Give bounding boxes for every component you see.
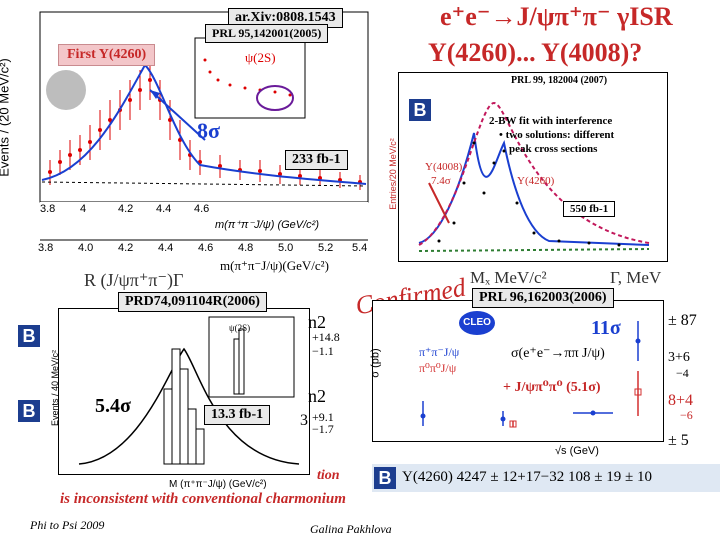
table-r-label: R (J/ψπ⁺π⁻)Γ [84,270,184,290]
right-eight-sub: −6 [680,408,693,422]
cleoc-ylabel: σ (pb) [369,348,382,378]
sigma-8: 8σ [197,118,220,143]
babar-y4260: Y(4260) [517,175,555,187]
middle-frac2-pre: 3 [300,412,308,429]
belle-xtick-lower: 4.6 [198,242,214,254]
inset-psi2s: ψ(2S) [245,50,276,65]
footer-right: Galina Pakhlova [310,522,392,536]
babar-logo-icon: B [409,99,431,121]
table-h2: Γ, MeV [610,268,662,287]
cleoc-xlabel: √s (GeV) [555,445,599,457]
middle-n2-b: n2 [308,386,326,406]
right-sup6: 3+6 [668,350,690,365]
middle-frac2b: −1.7 [312,422,334,436]
y4260-row-text: Y(4260) 4247 ± 12+17−32 108 ± 19 ± 10 [402,469,652,485]
right-sub4: −4 [676,366,689,380]
cleo-ylabel: Events / 40 MeV/c² [50,349,61,427]
babar-fit-text2: • two solutions: different [499,129,615,141]
middle-frac1b: −1.1 [312,344,334,358]
belle-xtick-lower: 5.0 [278,242,294,254]
babar-elephant-logo [46,70,86,110]
cleo-xlabel: M (π⁺π⁻J/ψ) (GeV/c²) [169,479,267,490]
belle-logo-icon: B [374,467,396,489]
cleoc-legend1: π⁺π⁻J/ψ [419,345,460,359]
cleo-plot-graphics [59,309,309,474]
cleoc-logo-icon: CLEO [459,311,495,335]
belle-xtick-lower: 5.4 [352,242,368,254]
table-h1: Mₓ MeV/c² [470,268,547,287]
babar-y4008-sig: 7.4σ [431,175,451,187]
babar-fit-text3: peak cross sections [509,143,598,155]
belle-y4260-plot: Events / (20 MeV/c²) ar.Xiv:0808.1543 PR… [0,0,395,273]
cleo-plot: ψ(2S) 5.4σ 13.3 fb-1 Events / 40 MeV/c² … [50,308,310,490]
y4260-result-row: B Y(4260) 4247 ± 12+17−32 108 ± 19 ± 10 [372,464,720,492]
title-line1: e⁺e⁻→J/ψπ⁺π⁻ γISR [440,2,673,31]
lumi-233: 233 fb-1 [285,150,348,170]
babar-fit-text1: 2-BW fit with interference [489,115,613,127]
babar-y4008: Y(4008) [425,161,463,173]
middle-frac1: +14.8 [312,330,340,344]
babar-plot-graphics [399,73,667,261]
first-y4260-label: First Y(4260) [58,44,156,66]
babar-prl-ref: PRL 99, 182004 (2007) [511,75,608,86]
bottom-tion: tion [317,468,340,483]
cleo-psi2s: ψ(2S) [229,323,251,333]
right-pm5: ± 5 [668,432,689,449]
belle-xtick-lower: 4.4 [158,242,174,254]
cleo-lumi: 13.3 fb-1 [204,405,271,425]
cleoc-cross-section-plot: 11σ π⁺π⁻J/ψ σ(e⁺e⁻→ππ J/ψ) π⁰π⁰J/ψ + J/ψ… [369,300,664,442]
belle-ylabel: Events / (20 MeV/c²) [0,58,12,177]
cleo-sigma: 5.4σ [95,395,131,417]
babar-y4008-plot: B PRL 99, 182004 (2007) 2-BW fit with in… [388,72,668,262]
cleo-logo-icon-2: B [18,400,40,422]
belle-xtick: 4 [80,203,87,215]
belle-xtick-lower: 4.2 [118,242,134,254]
babar-lumi: 550 fb-1 [563,201,616,217]
babar-ylabel: Entries/20 MeV/c² [387,138,398,210]
title-line2: Y(4260)... Y(4008)? [428,38,643,67]
footer-left: Phi to Psi 2009 [30,518,105,532]
belle-xtick-lower: 4.8 [238,242,254,254]
belle-xtick-lower: 5.2 [318,242,334,254]
middle-n2-a: n2 [308,312,326,332]
cleo-logo-icon-1: B [18,325,40,347]
cleoc-formula2: + J/ψπ⁰π⁰ (5.1σ) [503,380,601,395]
middle-frac2: +9.1 [312,410,334,424]
right-pm87: ± 87 [668,312,697,329]
cleoc-sigma: 11σ [591,317,621,339]
belle-xtick-lower: 4.0 [78,242,94,254]
bottom-line: is inconsistent with conventional charmo… [60,491,346,507]
prl-ref-belle: PRL 95,142001(2005) [205,24,329,43]
right-eight: 8+4 [668,392,694,409]
cleoc-plot-graphics [373,301,663,441]
arxiv-ref: ar.Xiv:0808.1543 [228,8,343,28]
cleoc-legend2: π⁰π⁰J/ψ [419,361,457,375]
belle-xtick: 4.2 [118,203,134,215]
belle-xtick: 3.8 [40,203,56,215]
belle-xlabel: m(π⁺π⁻J/ψ) (GeV/c²) [215,219,320,231]
belle-xtick: 4.4 [156,203,172,215]
belle-xtick-lower: 3.8 [38,242,54,254]
belle-xlabel-lower: m(π⁺π⁻J/ψ)(GeV/c²) [220,258,329,273]
cleoc-prl-ref: PRL 96,162003(2006) [472,288,614,308]
cleo-prd-ref: PRD74,091104R(2006) [118,292,267,312]
cleoc-formula: σ(e⁺e⁻→ππ J/ψ) [511,346,605,361]
belle-plot-graphics [39,11,369,241]
belle-xtick: 4.6 [194,203,210,215]
